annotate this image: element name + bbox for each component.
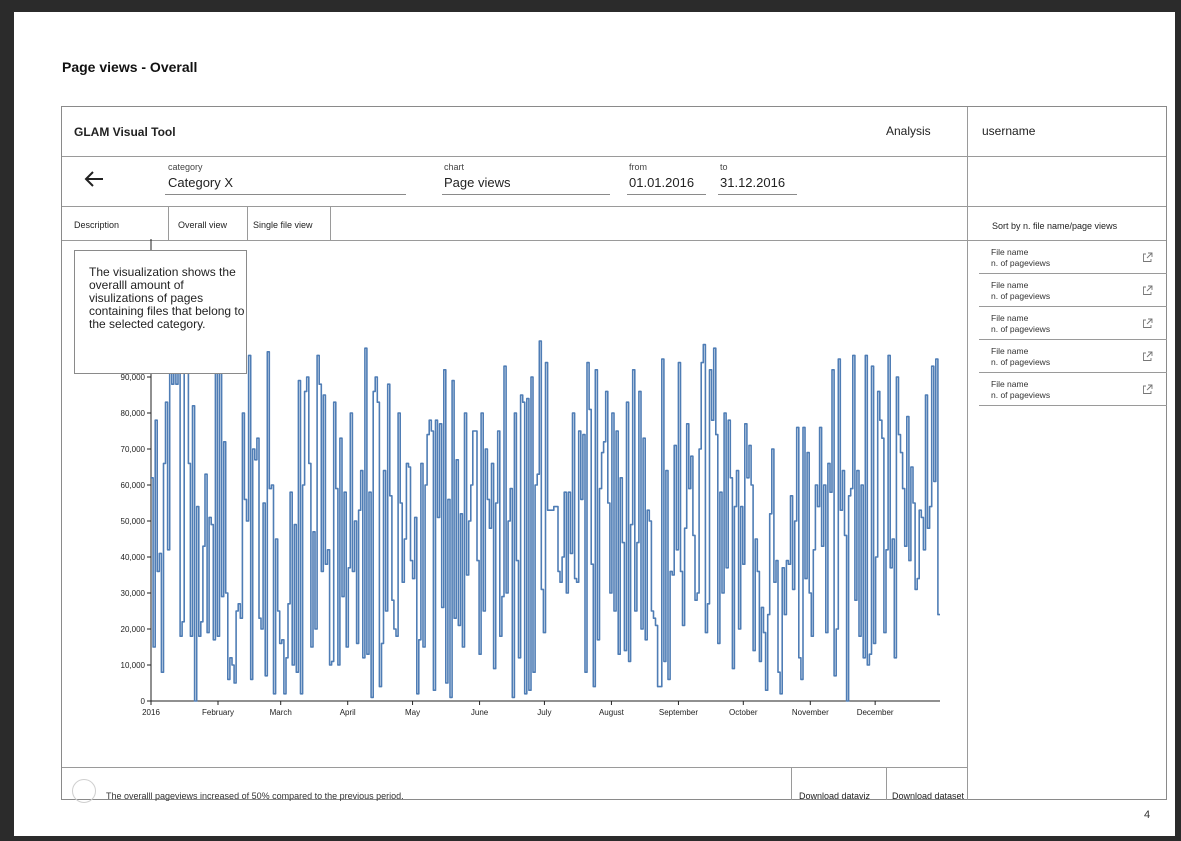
x-tick-label: February: [202, 708, 234, 717]
category-label: category: [168, 162, 203, 172]
external-link-icon[interactable]: [1142, 252, 1153, 263]
download-dataviz-button[interactable]: Download dataviz: [799, 791, 871, 801]
filters-divider: [62, 206, 1166, 207]
footer-btn-divider: [791, 768, 792, 800]
back-arrow-icon[interactable]: [82, 167, 106, 191]
x-tick-label: April: [340, 708, 356, 717]
y-tick-label: 90,000: [121, 373, 146, 382]
file-name: File name: [991, 346, 1029, 356]
nav-username[interactable]: username: [982, 124, 1036, 138]
x-tick-label: September: [659, 708, 698, 717]
file-pageviews: n. of pageviews: [991, 258, 1051, 268]
sort-button[interactable]: Sort by n. file name/page views: [992, 221, 1118, 231]
file-list-item[interactable]: File name n. of pageviews: [979, 373, 1167, 406]
x-tick-label: 2016: [142, 708, 160, 717]
slide: Page views - Overall GLAM Visual Tool An…: [14, 12, 1175, 836]
file-pageviews: n. of pageviews: [991, 357, 1051, 367]
pageviews-series-line: [151, 340, 940, 702]
file-list-item[interactable]: File name n. of pageviews: [979, 241, 1167, 274]
chart-label: chart: [444, 162, 465, 172]
external-link-icon[interactable]: [1142, 384, 1153, 395]
tab-description[interactable]: Description: [74, 220, 120, 230]
x-tick-label: August: [599, 708, 625, 717]
summary-text: The overalll pageviews increased of 50% …: [106, 791, 404, 801]
y-tick-label: 20,000: [121, 625, 146, 634]
tab-single-box: [247, 207, 331, 240]
app-title: GLAM Visual Tool: [74, 125, 176, 139]
tab-single-file-view[interactable]: Single file view: [253, 220, 313, 230]
y-tick-label: 40,000: [121, 553, 146, 562]
x-tick-label: March: [270, 708, 292, 717]
external-link-icon[interactable]: [1142, 351, 1153, 362]
from-label: from: [629, 162, 647, 172]
to-label: to: [720, 162, 728, 172]
x-tick-label: November: [792, 708, 829, 717]
file-list-item[interactable]: File name n. of pageviews: [979, 340, 1167, 373]
y-tick-label: 0: [141, 697, 146, 706]
chart-select[interactable]: Page views: [444, 175, 511, 190]
pageviews-line-chart: 0 10,000 20,000 30,000 40,000 50,000 60,000 70,…: [121, 239, 940, 717]
x-tick-label: December: [857, 708, 894, 717]
file-name: File name: [991, 247, 1029, 257]
from-underline: [627, 194, 706, 195]
chart-underline: [442, 194, 610, 195]
file-pageviews: n. of pageviews: [991, 324, 1051, 334]
category-underline: [165, 194, 406, 195]
y-tick-label: 70,000: [121, 445, 146, 454]
footer-btn-divider: [886, 768, 887, 800]
description-text: The visualization shows the overalll amo…: [89, 265, 245, 331]
file-list-item[interactable]: File name n. of pageviews: [979, 307, 1167, 340]
y-tick-label: 30,000: [121, 589, 146, 598]
file-name: File name: [991, 379, 1029, 389]
from-date-input[interactable]: 01.01.2016: [629, 175, 695, 190]
page-number: 4: [1144, 809, 1151, 821]
y-tick-label: 10,000: [121, 661, 146, 670]
x-tick-label: July: [537, 708, 551, 717]
app-window: GLAM Visual Tool Analysis username categ…: [61, 106, 1167, 803]
y-tick-label: 60,000: [121, 481, 146, 490]
tab-overall-box: [168, 207, 248, 240]
x-tick-label: May: [405, 708, 420, 717]
tab-overall-view[interactable]: Overall view: [178, 220, 228, 230]
file-pageviews: n. of pageviews: [991, 390, 1051, 400]
category-select[interactable]: Category X: [168, 175, 234, 190]
x-tick-label: June: [471, 708, 489, 717]
external-link-icon[interactable]: [1142, 318, 1153, 329]
file-name: File name: [991, 280, 1029, 290]
tabs-divider: [62, 240, 1166, 241]
header-divider: [62, 156, 1166, 157]
page-title: Page views - Overall: [62, 59, 198, 75]
file-pageviews: n. of pageviews: [991, 291, 1051, 301]
download-dataset-button[interactable]: Download dataset: [892, 791, 965, 801]
description-box: The visualization shows the overalll amo…: [74, 250, 247, 374]
footer-divider: [62, 767, 967, 768]
status-circle-icon: [72, 779, 96, 803]
y-tick-label: 80,000: [121, 409, 146, 418]
file-name: File name: [991, 313, 1029, 323]
y-tick-label: 50,000: [121, 517, 146, 526]
file-list-item[interactable]: File name n. of pageviews: [979, 274, 1167, 307]
sidebar-divider: [967, 107, 968, 800]
to-date-input[interactable]: 31.12.2016: [720, 175, 786, 190]
x-tick-label: October: [729, 708, 758, 717]
to-underline: [718, 194, 797, 195]
external-link-icon[interactable]: [1142, 285, 1153, 296]
nav-analysis-link[interactable]: Analysis: [886, 124, 931, 138]
